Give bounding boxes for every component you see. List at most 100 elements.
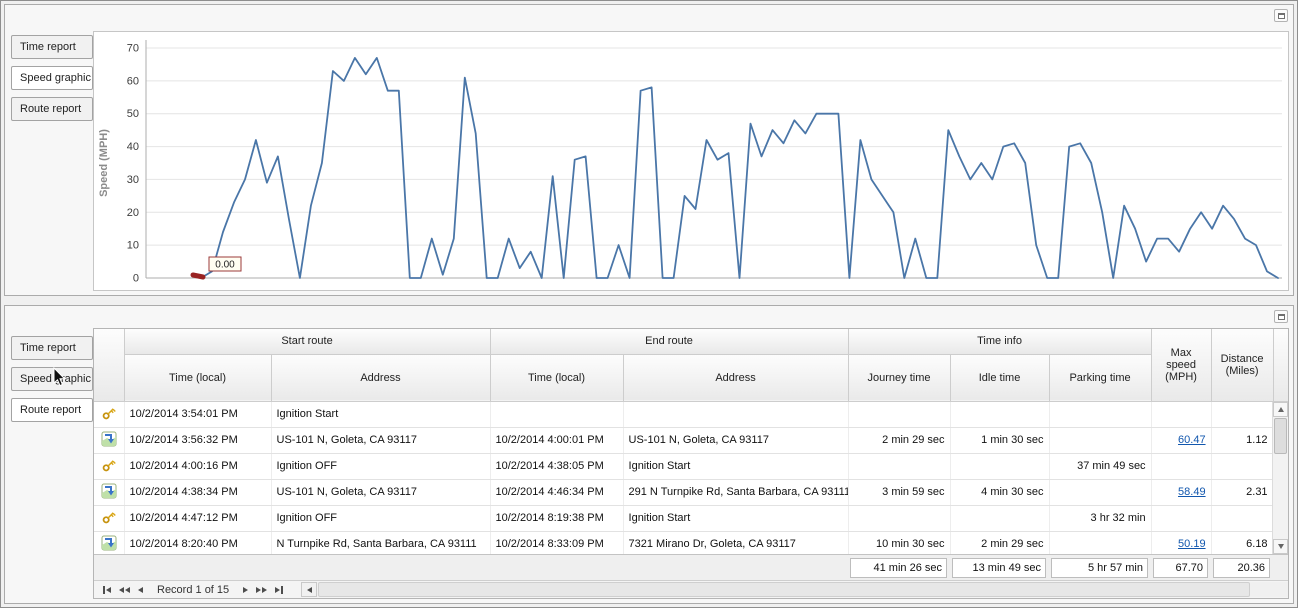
column-header-start-address[interactable]: Address [271, 354, 491, 402]
total-parking-time: 5 hr 57 min [1051, 558, 1148, 578]
first-record-button[interactable] [99, 584, 115, 596]
table-row-3[interactable]: 10/2/2014 4:00:16 PM Ignition OFF 10/2/2… [94, 453, 1288, 480]
column-header-end-address[interactable]: Address [623, 354, 849, 402]
max-speed-link[interactable]: 58.49 [1178, 486, 1206, 498]
scroll-up-button[interactable] [1273, 402, 1288, 417]
svg-text:20: 20 [127, 207, 139, 219]
collapse-icon [1277, 313, 1285, 320]
svg-text:50: 50 [127, 108, 139, 120]
group-header-row: Start route End route Time info Max spee… [94, 329, 1288, 402]
cell-max-speed [1151, 453, 1212, 480]
cell-start-time: 10/2/2014 3:56:32 PM [124, 427, 272, 454]
route-grid-body: Start route End route Time info Max spee… [94, 329, 1288, 554]
cell-journey-time: 10 min 30 sec [848, 531, 951, 554]
last-record-button[interactable] [271, 584, 287, 596]
table-row-2[interactable]: 10/2/2014 3:56:32 PM US-101 N, Goleta, C… [94, 427, 1288, 454]
table-row-6[interactable]: 10/2/2014 8:20:40 PM N Turnpike Rd, Sant… [94, 531, 1288, 554]
cell-end-time: 10/2/2014 4:38:05 PM [490, 453, 624, 480]
cell-start-address: US-101 N, Goleta, CA 93117 [271, 479, 491, 506]
header-filler [1273, 329, 1288, 402]
cell-end-address: 7321 Mirano Dr, Goleta, CA 93117 [623, 531, 849, 554]
cell-distance: 2.31 [1211, 479, 1274, 506]
prev-page-button[interactable] [115, 585, 134, 595]
route-segment-icon [101, 483, 117, 498]
tab-speed-graphic[interactable]: Speed graphic [11, 367, 93, 391]
scroll-left-button[interactable] [301, 582, 318, 597]
collapse-icon [1277, 12, 1285, 19]
route-segment-icon [101, 535, 117, 550]
svg-text:30: 30 [127, 174, 139, 186]
cell-distance [1211, 453, 1274, 480]
cell-distance [1211, 505, 1274, 532]
collapse-panel-button[interactable] [1274, 310, 1288, 323]
arrow-right-icon [262, 586, 268, 593]
column-header-distance[interactable]: Distance (Miles) [1211, 329, 1274, 402]
arrow-left-icon [119, 586, 124, 593]
column-header-max-speed[interactable]: Max speed (MPH) [1151, 329, 1212, 402]
tab-time-report[interactable]: Time report [11, 336, 93, 360]
cell-max-speed: 50.19 [1151, 531, 1212, 554]
column-header-parking-time[interactable]: Parking time [1049, 354, 1152, 402]
group-header-time-info[interactable]: Time info [848, 329, 1152, 355]
cell-parking-time [1049, 479, 1152, 506]
total-idle-time: 13 min 49 sec [952, 558, 1046, 578]
cell-end-time [490, 401, 624, 428]
tab-route-report[interactable]: Route report [11, 97, 93, 121]
hscrollbar-track[interactable] [317, 582, 1288, 597]
arrow-left-icon [138, 586, 143, 593]
table-row-4[interactable]: 10/2/2014 4:38:34 PM US-101 N, Goleta, C… [94, 479, 1288, 506]
cell-idle-time [950, 505, 1050, 532]
column-header-end-time[interactable]: Time (local) [490, 354, 624, 402]
max-speed-link[interactable]: 60.47 [1178, 434, 1206, 446]
column-header-start-time[interactable]: Time (local) [124, 354, 272, 402]
cell-journey-time [848, 505, 951, 532]
tab-speed-graphic[interactable]: Speed graphic [11, 66, 93, 90]
cell-start-time: 10/2/2014 4:47:12 PM [124, 505, 272, 532]
tab-route-report[interactable]: Route report [11, 398, 93, 422]
cell-idle-time [950, 401, 1050, 428]
hscrollbar-thumb[interactable] [318, 582, 1251, 597]
cell-start-address: Ignition Start [271, 401, 491, 428]
row-icon-cell [94, 479, 125, 506]
row-icon-cell [94, 427, 125, 454]
arrow-down-icon [1277, 544, 1284, 549]
first-record-icon [103, 585, 105, 594]
arrow-right-icon [243, 586, 249, 593]
cell-start-time: 10/2/2014 4:38:34 PM [124, 479, 272, 506]
vertical-scrollbar[interactable] [1272, 402, 1288, 554]
record-navigator: Record 1 of 15 [94, 580, 1288, 598]
arrow-left-icon [125, 586, 130, 593]
table-row-5[interactable]: 10/2/2014 4:47:12 PM Ignition OFF 10/2/2… [94, 505, 1288, 532]
ignition-key-icon [102, 459, 116, 471]
row-icon-cell [94, 401, 125, 428]
table-row-1[interactable]: 10/2/2014 3:54:01 PM Ignition Start [94, 401, 1288, 428]
record-count-label: Record 1 of 15 [157, 583, 230, 596]
tab-time-report[interactable]: Time report [11, 35, 93, 59]
cell-idle-time: 2 min 29 sec [950, 531, 1050, 554]
prev-record-button[interactable] [134, 585, 147, 595]
speed-chart-svg[interactable]: 0 10 20 30 40 50 60 70 Speed (MPH) 0.00 [94, 32, 1288, 290]
scroll-down-button[interactable] [1273, 539, 1288, 554]
arrow-left-icon [106, 586, 111, 593]
svg-text:40: 40 [127, 141, 139, 153]
cell-start-address: US-101 N, Goleta, CA 93117 [271, 427, 491, 454]
speed-chart[interactable]: 0 10 20 30 40 50 60 70 Speed (MPH) 0.00 [93, 31, 1289, 291]
horizontal-scrollbar[interactable] [301, 581, 1288, 598]
next-page-button[interactable] [252, 585, 271, 595]
next-record-button[interactable] [239, 585, 252, 595]
scrollbar-thumb[interactable] [1274, 418, 1287, 454]
arrow-right-icon [275, 586, 281, 593]
max-speed-link[interactable]: 50.19 [1178, 538, 1206, 550]
total-distance: 20.36 [1213, 558, 1270, 578]
group-header-end-route[interactable]: End route [490, 329, 849, 355]
route-table: Start route End route Time info Max spee… [94, 329, 1288, 554]
row-icon-cell [94, 505, 125, 532]
svg-text:10: 10 [127, 240, 139, 252]
collapse-panel-button[interactable] [1274, 9, 1288, 22]
cell-end-address [623, 401, 849, 428]
arrow-left-icon [306, 586, 312, 593]
group-header-start-route[interactable]: Start route [124, 329, 491, 355]
column-header-journey-time[interactable]: Journey time [848, 354, 951, 402]
column-header-idle-time[interactable]: Idle time [950, 354, 1050, 402]
cell-start-address: Ignition OFF [271, 505, 491, 532]
